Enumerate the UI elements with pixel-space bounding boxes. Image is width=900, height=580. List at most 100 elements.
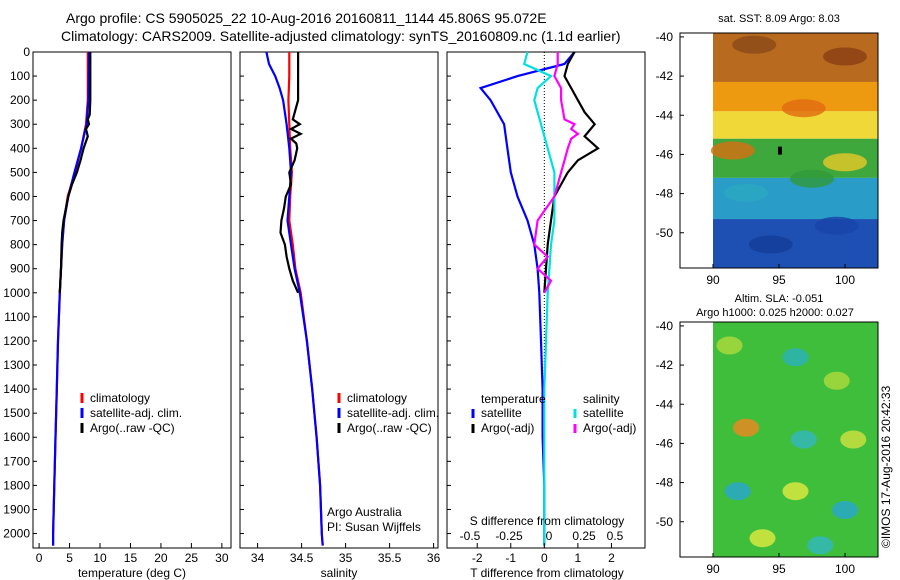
depth-tick-label: 1900	[3, 502, 30, 516]
sla-texture	[724, 482, 751, 501]
sla-map-subtitle: Argo h1000: 0.025 h2000: 0.027	[696, 307, 854, 319]
salinity-xtick-label: 35.5	[378, 551, 402, 565]
sst-map-title: sat. SST: 8.09 Argo: 8.03	[718, 13, 840, 25]
salinity-series-argo-raw-qc-	[279, 52, 304, 294]
temperature-xtick-label: 0	[36, 551, 43, 565]
depth-tick-label: 700	[10, 214, 30, 228]
differences-series-salinity-satellite	[522, 51, 556, 546]
temperature-xlabel: temperature (deg C)	[78, 566, 186, 580]
sst_map-ytick-label: -46	[656, 147, 674, 161]
legend-salinity-title: salinity	[583, 392, 620, 406]
sla-texture	[716, 336, 743, 355]
temperature-legend-label: climatology	[90, 391, 150, 405]
sst-texture	[710, 141, 755, 160]
depth-tick-label: 600	[10, 189, 30, 203]
depth-tick-label: 1800	[3, 478, 30, 492]
salinity-series-climatology	[287, 52, 324, 546]
salinity-xtick-label: 34	[251, 551, 265, 565]
temperature-diff-xlabel: T difference from climatology	[470, 566, 624, 580]
sla_map-ytick-label: -50	[656, 515, 674, 529]
sst_map-ytick-label: -44	[656, 108, 674, 122]
salinity-legend-label: Argo(..raw -QC)	[347, 421, 432, 435]
temperature-legend-label: satellite-adj. clim.	[90, 406, 182, 420]
sla-texture	[749, 529, 776, 548]
differences-series-temperature-satellite	[478, 51, 576, 546]
salinity-series-satellite-adj-clim-	[265, 51, 324, 546]
sst_map-ytick-label: -50	[656, 226, 674, 240]
salinity-xtick-label: 36	[427, 551, 441, 565]
depth-tick-label: 2000	[3, 527, 30, 541]
sst_map-xtick-label: 100	[835, 273, 855, 287]
sst_map-ytick-label: -40	[656, 30, 674, 44]
depth-tick-label: 0	[23, 45, 30, 59]
depth-tick-label: 1200	[3, 334, 30, 348]
temperature-xtick-label: 15	[124, 551, 138, 565]
salinity-diff-xlabel: S difference from climatology	[470, 514, 625, 528]
salinity-scale-label: 0.5	[607, 529, 624, 543]
salinity-legend-label: climatology	[347, 391, 407, 405]
sst_map-xtick-label: 95	[772, 273, 786, 287]
sst-texture	[724, 183, 768, 202]
temperature-xtick-label: 30	[215, 551, 229, 565]
salinity-scale-label: 0	[546, 529, 553, 543]
legend-item-satellite: satellite	[481, 406, 522, 420]
float-owner-annotation: Argo Australia	[327, 505, 402, 519]
sst-texture	[790, 169, 834, 188]
sla-texture	[790, 430, 817, 449]
salinity-scale-label: -0.25	[495, 529, 523, 543]
figure-title-line2: Climatology: CARS2009. Satellite-adjuste…	[61, 28, 621, 44]
differences-series-temperature-argo-adj-	[543, 51, 600, 293]
temperature-xtick-label: 20	[154, 551, 168, 565]
temperature-xtick-label: 5	[66, 551, 73, 565]
sla_map-ytick-label: -48	[656, 476, 674, 490]
depth-tick-label: 100	[10, 69, 30, 83]
sst_map-ytick-label: -48	[656, 187, 674, 201]
sst-texture	[823, 153, 867, 172]
differences-series-salinity-argo-adj-	[533, 52, 580, 294]
sla-texture	[823, 371, 850, 390]
depth-tick-label: 1600	[3, 430, 30, 444]
depth-tick-label: 900	[10, 262, 30, 276]
sst_map-ytick-label: -42	[656, 69, 674, 83]
legend-item-argo-adj-: Argo(-adj)	[481, 421, 534, 435]
temperature-legend-label: Argo(..raw -QC)	[90, 421, 175, 435]
legend-item-argo-adj-: Argo(-adj)	[583, 421, 636, 435]
sla-texture	[832, 501, 858, 519]
depth-tick-label: 1500	[3, 406, 30, 420]
temperature-xtick-label: 10	[93, 551, 107, 565]
temperature-xtick-label: 25	[185, 551, 199, 565]
depth-tick-label: 400	[10, 141, 30, 155]
sla_map-xtick-label: 90	[706, 562, 720, 576]
sst_map-xtick-label: 90	[706, 273, 720, 287]
salinity-xtick-label: 34.5	[290, 551, 314, 565]
sla_map-xtick-label: 95	[772, 562, 786, 576]
sla-texture	[782, 482, 809, 501]
depth-tick-label: 800	[10, 238, 30, 252]
depth-tick-label: 1300	[3, 358, 30, 372]
depth-tick-label: 500	[10, 165, 30, 179]
figure-title-line1: Argo profile: CS 5905025_22 10-Aug-2016 …	[66, 10, 547, 26]
differences-axes	[446, 51, 646, 549]
salinity-scale-label: 0.25	[572, 529, 596, 543]
sla_map-ytick-label: -46	[656, 436, 674, 450]
sst-texture	[823, 47, 867, 66]
sla-texture	[807, 536, 834, 555]
sla-map-title: Altim. SLA: -0.051	[735, 293, 824, 305]
depth-tick-label: 1000	[3, 286, 30, 300]
differences-xtick-label: 1	[575, 551, 582, 565]
sla-texture	[733, 418, 759, 437]
argo-position-marker	[777, 146, 782, 155]
legend-temperature-title: temperature	[481, 392, 546, 406]
legend-item-satellite: satellite	[583, 406, 624, 420]
salinity-xlabel: salinity	[321, 566, 358, 580]
temperature-series-argo-raw-qc-	[58, 52, 92, 293]
depth-tick-label: 1100	[4, 310, 30, 324]
sla_map-xtick-label: 100	[835, 562, 855, 576]
differences-xtick-label: 0	[541, 551, 548, 565]
sst-texture	[781, 99, 826, 118]
differences-xtick-label: -2	[472, 551, 483, 565]
salinity-scale-label: -0.5	[460, 529, 481, 543]
salinity-axes	[239, 51, 439, 549]
temperature-series-climatology	[51, 52, 89, 546]
